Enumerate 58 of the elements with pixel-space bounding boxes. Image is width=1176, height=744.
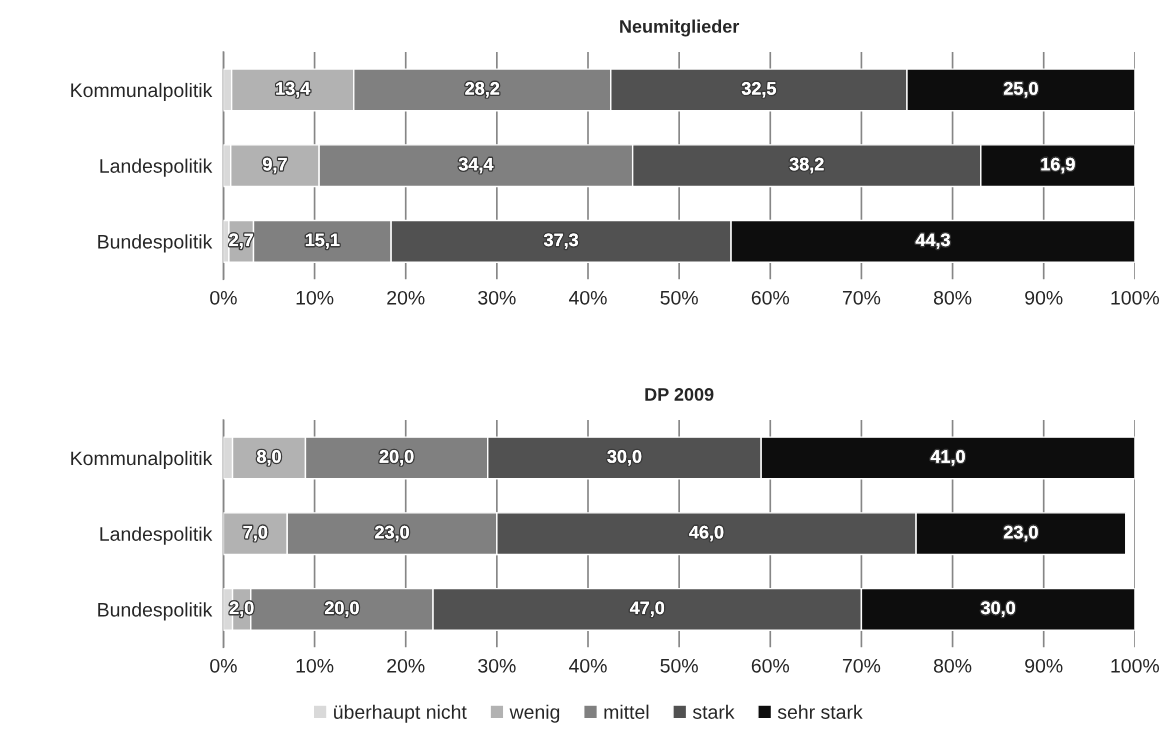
x-tick-label: 40%: [568, 290, 607, 305]
y-tick-label: Kommunalpolitik: [71, 82, 213, 102]
x-tick-label: 30%: [478, 658, 516, 673]
legend-label: mittel: [604, 704, 649, 719]
data-label: 20,0: [324, 601, 359, 617]
x-tick-label: 80%: [933, 658, 972, 673]
x-tick-label: 0%: [210, 290, 237, 305]
data-label: 20,0: [379, 450, 414, 466]
legend-label: wenig: [509, 704, 560, 723]
data-label: 30,0: [607, 450, 642, 466]
chart-title: Neumitglieder: [620, 19, 740, 37]
x-tick-label: 10%: [296, 658, 334, 673]
x-tick-label: 30%: [478, 290, 516, 305]
x-tick-label: 70%: [842, 658, 881, 673]
y-tick-label: Landespolitik: [100, 526, 213, 545]
legend-label: sehr stark: [777, 704, 863, 719]
data-label: 23,0: [375, 525, 409, 542]
y-tick-label: Bundespolitik: [98, 602, 213, 621]
data-label: 32,5: [741, 82, 776, 98]
x-tick-label: 10%: [296, 290, 334, 305]
x-tick-label: 0%: [210, 658, 237, 673]
x-tick-label: 70%: [842, 290, 881, 305]
data-label: 38,2: [789, 157, 824, 174]
data-label: 7,0: [243, 525, 268, 542]
data-label: 46,0: [689, 525, 724, 542]
legend-label: stark: [692, 704, 735, 719]
data-label: 15,1: [305, 233, 340, 249]
x-tick-label: 50%: [660, 290, 698, 305]
data-label: 9,7: [263, 157, 287, 174]
data-label: 23,0: [1003, 525, 1038, 542]
x-tick-label: 100%: [1111, 658, 1160, 673]
data-label: 16,9: [1041, 157, 1075, 174]
data-label: 44,3: [915, 233, 950, 249]
data-label: 41,0: [930, 450, 965, 466]
data-label: 34,4: [458, 157, 494, 174]
y-tick-label: Landespolitik: [100, 158, 213, 177]
data-label: 13,4: [276, 82, 311, 98]
data-label: 47,0: [629, 601, 665, 617]
x-tick-label: 60%: [751, 658, 790, 673]
data-label: 25,0: [1003, 82, 1038, 98]
data-label: 8,0: [257, 450, 281, 466]
legend-label: überhaupt nicht: [334, 704, 467, 723]
data-label: 37,3: [543, 233, 579, 249]
x-tick-label: 60%: [751, 290, 790, 305]
y-tick-label: Bundespolitik: [98, 234, 213, 253]
data-label: 28,2: [465, 82, 500, 98]
x-tick-label: 100%: [1111, 290, 1160, 305]
x-tick-label: 20%: [387, 290, 425, 305]
x-tick-label: 90%: [1025, 290, 1063, 305]
data-label: 30,0: [980, 601, 1015, 617]
x-tick-label: 90%: [1025, 658, 1063, 673]
x-tick-label: 40%: [568, 658, 607, 673]
data-label: 2,7: [229, 233, 253, 249]
x-tick-label: 80%: [933, 290, 972, 305]
y-tick-label: Kommunalpolitik: [71, 450, 213, 470]
x-tick-label: 20%: [387, 658, 425, 673]
chart-title: DP 2009: [645, 388, 714, 401]
x-tick-label: 50%: [660, 658, 698, 673]
